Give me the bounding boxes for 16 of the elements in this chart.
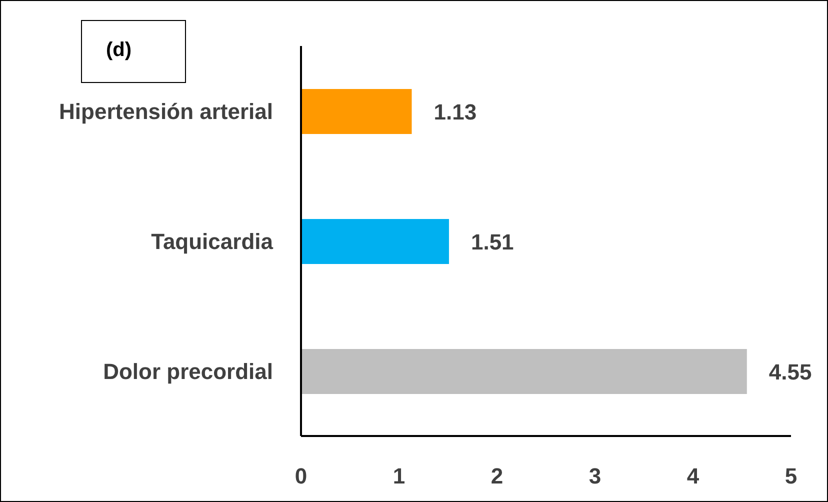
y-tick-label: Dolor precordial — [103, 358, 273, 384]
data-label: 1.51 — [470, 229, 514, 254]
x-tick-label: 5 — [784, 464, 798, 489]
text: (d) — [81, 20, 186, 83]
x-tick-label: 1 — [392, 464, 406, 489]
x-tick-label: 0 — [294, 464, 308, 489]
y-tick-label: Taquicardia — [151, 228, 274, 254]
bar — [301, 219, 449, 264]
x-tick-label: 4 — [686, 464, 700, 489]
y-tick-label: Hipertensión arterial — [59, 98, 273, 124]
bar — [301, 349, 747, 394]
x-tick-label: 3 — [588, 464, 602, 489]
bar — [301, 89, 412, 134]
data-label: 4.55 — [768, 359, 812, 384]
data-label: 1.13 — [434, 99, 477, 124]
x-tick-label: 2 — [490, 464, 504, 489]
